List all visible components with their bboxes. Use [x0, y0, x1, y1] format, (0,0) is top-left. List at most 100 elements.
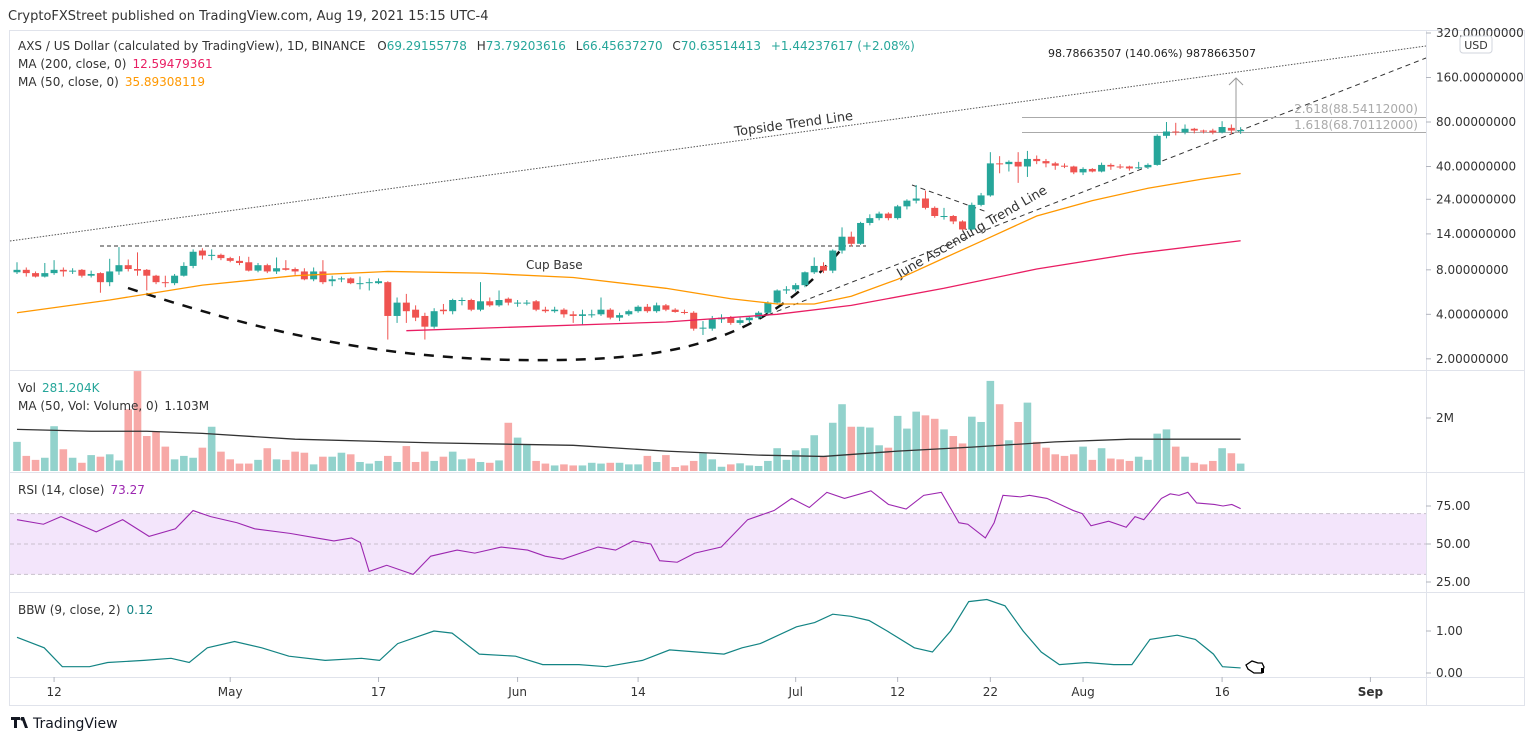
candle — [921, 190, 929, 210]
symbol-label: AXS / US Dollar (calculated by TradingVi… — [18, 39, 365, 53]
candle-body — [931, 207, 939, 217]
volume-bar — [532, 460, 540, 471]
candle — [412, 305, 420, 322]
candle — [653, 302, 661, 313]
volume-bar — [893, 415, 902, 471]
candle — [189, 249, 197, 269]
published-line: CryptoFXStreet published on TradingView.… — [8, 9, 489, 24]
candle-body — [560, 309, 568, 315]
candle — [384, 281, 392, 340]
volume-bar — [1125, 460, 1134, 471]
volume-bar — [1023, 402, 1032, 471]
candle-body — [653, 305, 661, 312]
june-ascending-trend-line[interactable] — [759, 57, 1427, 319]
candle-body — [949, 216, 957, 222]
volume-bar — [782, 459, 791, 471]
candle — [22, 267, 30, 277]
volume-bar — [41, 457, 49, 471]
candle-body — [273, 268, 281, 272]
volume-bar — [736, 463, 744, 471]
candle — [226, 256, 234, 263]
candle — [208, 249, 216, 261]
volume-bar — [217, 451, 225, 471]
usd-badge[interactable]: USD — [1459, 35, 1493, 54]
candle — [328, 275, 336, 287]
volume-bar — [1181, 456, 1189, 471]
volume-bar — [587, 462, 596, 471]
candle-body — [801, 272, 809, 286]
volume-bar — [662, 455, 670, 471]
candle — [829, 249, 837, 274]
candle-body — [782, 289, 790, 291]
volume-bar — [764, 460, 772, 471]
topside-trend-line[interactable] — [9, 45, 1427, 242]
volume-bar — [754, 465, 763, 471]
ma50-line — [16, 172, 1241, 314]
volume-bar — [31, 459, 40, 471]
candle — [402, 293, 410, 323]
volume-bar — [968, 416, 976, 471]
candle — [273, 257, 281, 274]
candle-body — [1227, 127, 1235, 131]
volume-bar — [1079, 446, 1087, 471]
main-legend: AXS / US Dollar (calculated by TradingVi… — [18, 39, 915, 617]
volume-bar — [207, 426, 216, 471]
candle — [198, 248, 206, 260]
candle — [337, 276, 345, 283]
high-value: 73.79203616 — [486, 39, 566, 53]
ma50-label: MA (50, close, 0) — [18, 75, 119, 89]
candle-body — [495, 300, 503, 306]
change-value: +1.44237617 (+2.08%) — [771, 39, 915, 53]
volume-bar — [495, 460, 503, 471]
candle-body — [523, 302, 531, 304]
candle — [857, 221, 865, 245]
vol-ma-value: 1.103M — [164, 399, 209, 413]
volume-bar — [1060, 455, 1069, 471]
candle-body — [1172, 131, 1180, 133]
candle — [347, 277, 355, 285]
candle-body — [894, 206, 902, 219]
volume-bar — [921, 415, 930, 471]
measure-label: 98.78663507 (140.06%) 9878663507 — [1048, 47, 1256, 60]
volume-bar — [560, 464, 568, 471]
candle-body — [764, 302, 772, 313]
candle — [949, 214, 957, 225]
candle-body — [50, 269, 58, 274]
volume-bar — [448, 451, 457, 471]
price-axis-label: 2.00000000 — [1436, 352, 1509, 366]
candle — [245, 256, 253, 272]
candle-body — [1033, 158, 1041, 162]
volume-bar — [272, 459, 281, 471]
candle-body — [198, 250, 206, 256]
candle-body — [745, 317, 753, 321]
volume-bar — [523, 444, 531, 471]
candle — [1116, 164, 1124, 169]
candle-body — [393, 302, 401, 316]
volume-bar — [282, 459, 290, 471]
volume-bar — [652, 461, 661, 471]
volume-bar — [328, 456, 336, 471]
candle-body — [625, 311, 633, 315]
volume-bar — [319, 456, 327, 471]
volume-bar — [346, 454, 355, 471]
candle — [819, 262, 827, 274]
candle-body — [384, 282, 392, 316]
time-axis-label: Sep — [1358, 685, 1384, 699]
volume-bar — [680, 465, 689, 471]
volume-bar — [1042, 447, 1050, 471]
candle — [50, 260, 58, 275]
volume-bar — [198, 447, 207, 471]
candle-body — [319, 271, 327, 283]
candle-body — [838, 236, 846, 251]
candle — [643, 303, 651, 313]
volume-bar — [263, 448, 272, 471]
candle-body — [1023, 158, 1031, 167]
candle — [458, 297, 466, 306]
candle-body — [866, 218, 874, 223]
candle-body — [1107, 164, 1115, 167]
candle-body — [1209, 130, 1217, 133]
volume-bar — [745, 465, 754, 471]
volume-bar — [717, 466, 726, 471]
candle-body — [282, 268, 290, 270]
